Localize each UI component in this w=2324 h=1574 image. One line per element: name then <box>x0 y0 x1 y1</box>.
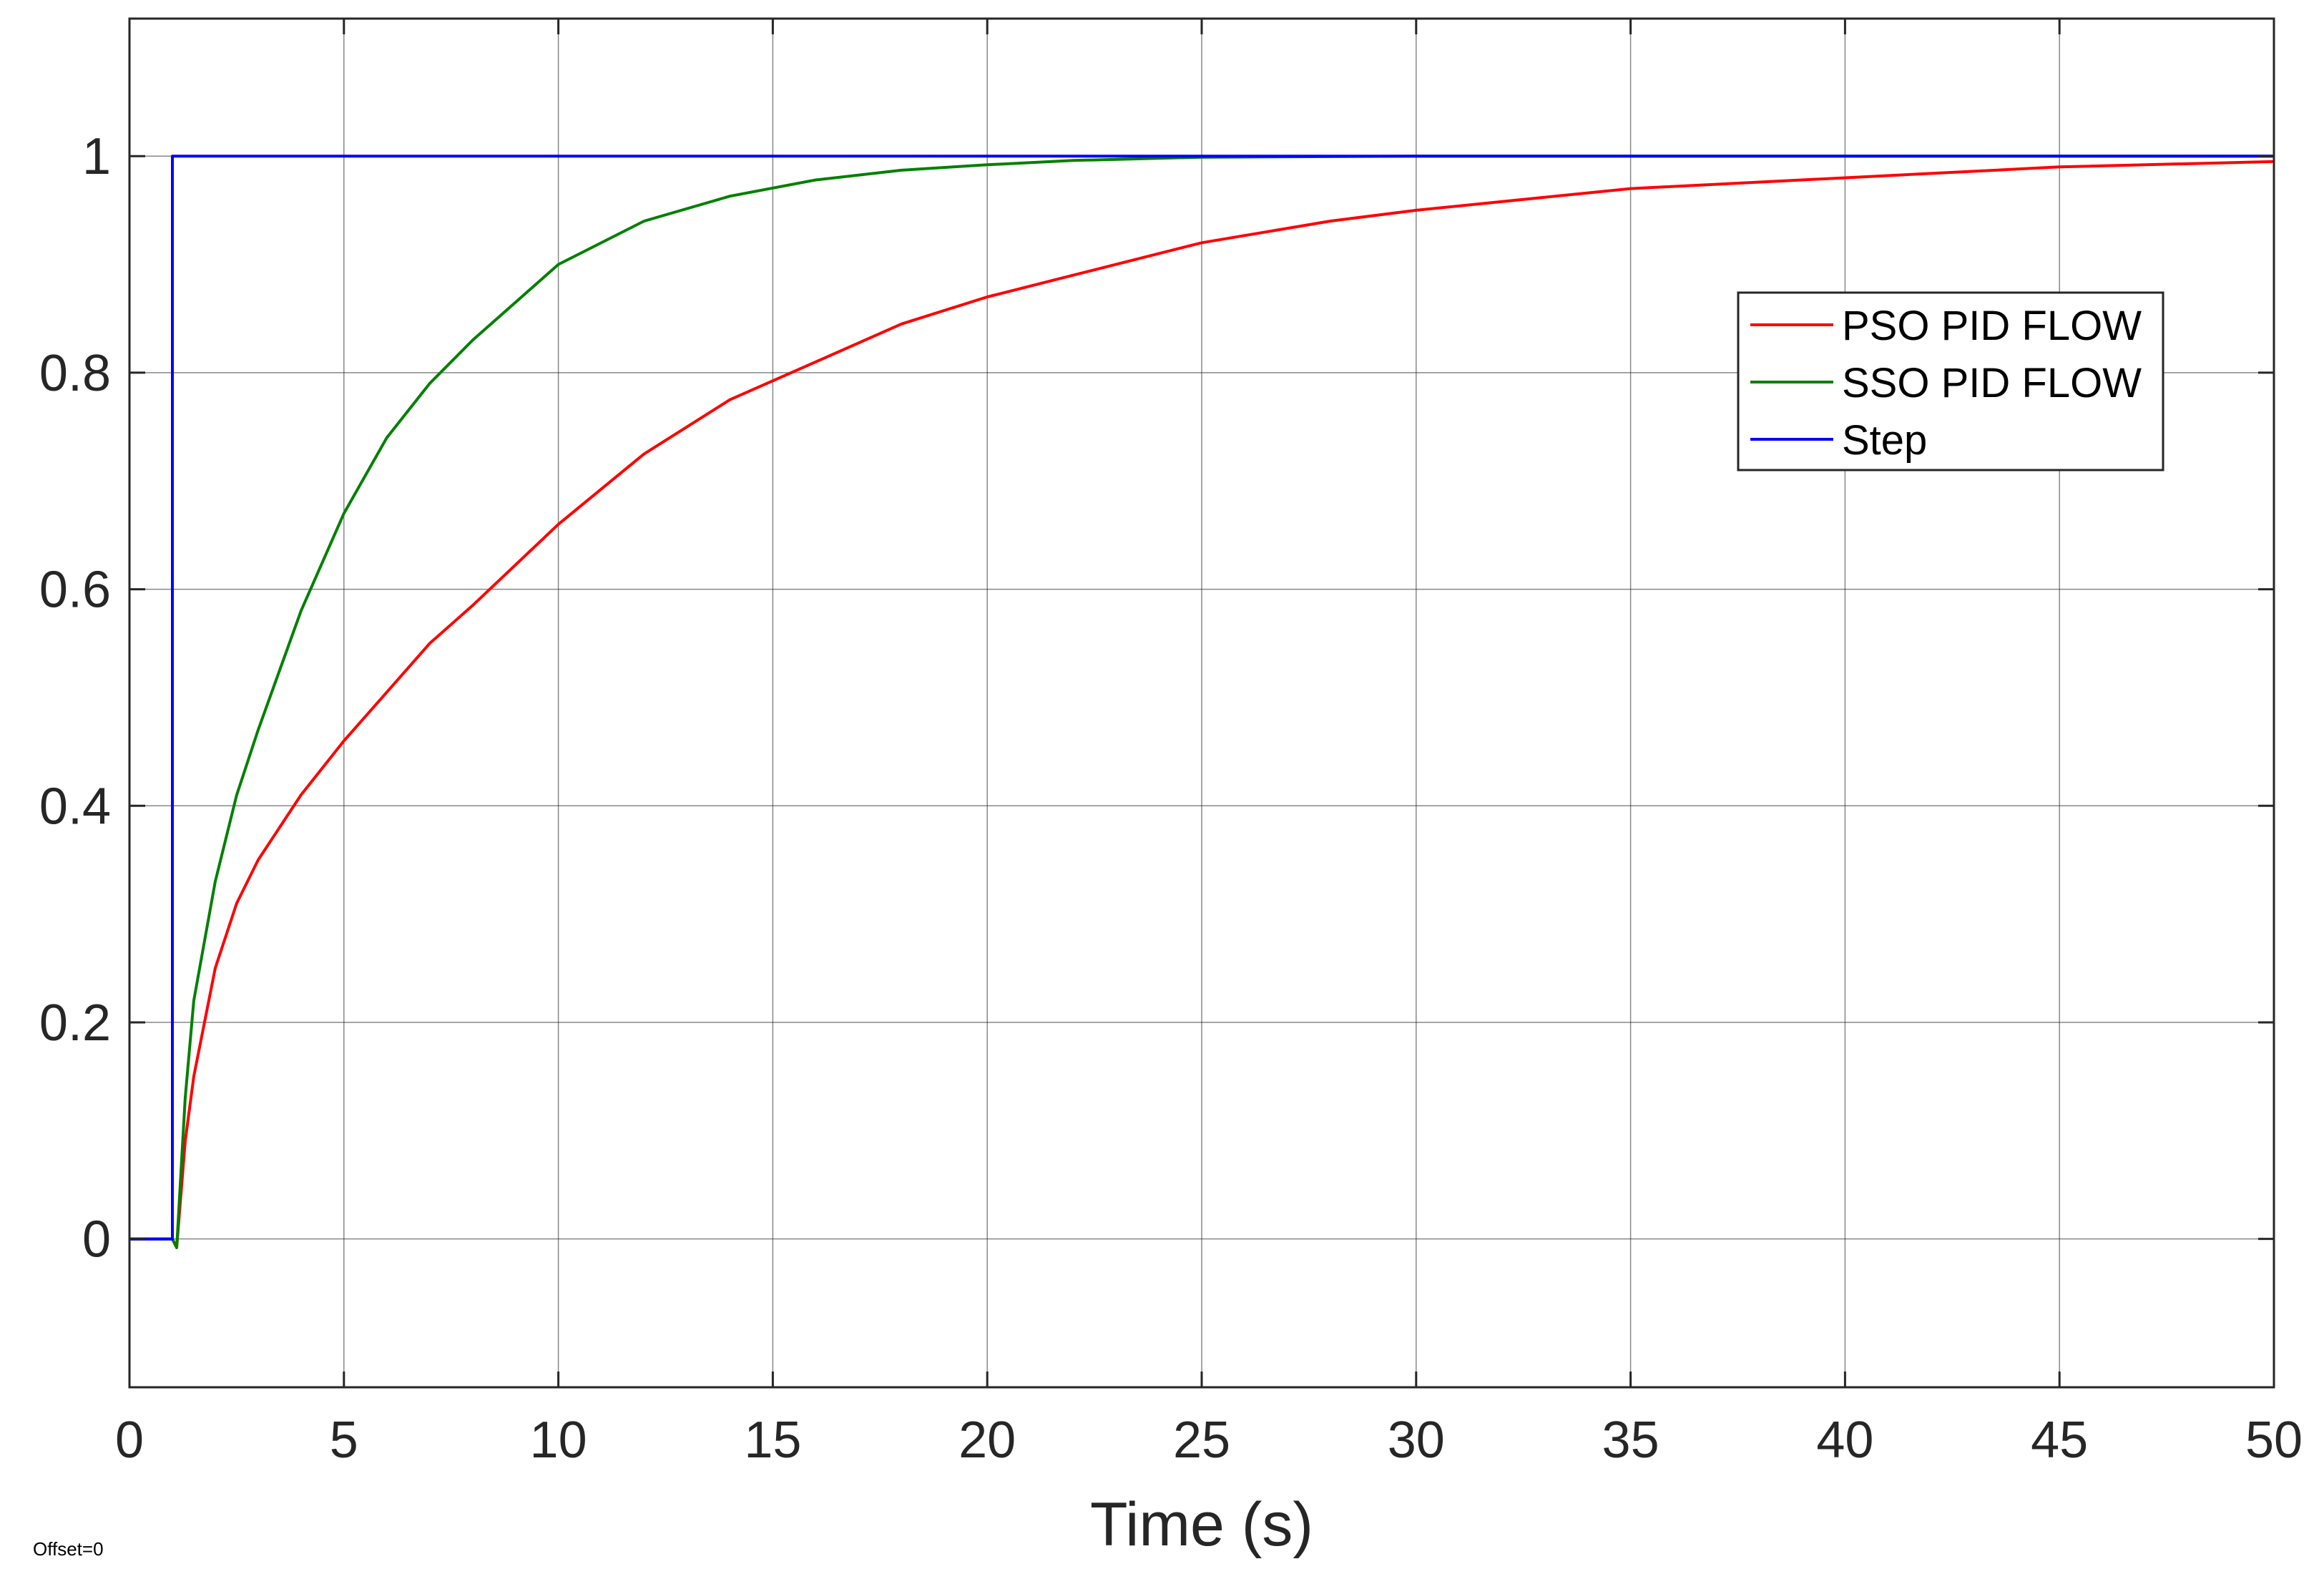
x-tick-label: 25 <box>1173 1412 1230 1469</box>
y-tick-label: 0 <box>82 1211 111 1269</box>
series-group <box>129 155 2275 1249</box>
series-line-pso-pid-flow <box>129 160 2275 1249</box>
x-tick-label: 30 <box>1388 1412 1445 1469</box>
x-tick-label: 50 <box>2245 1412 2303 1469</box>
series-line-step <box>129 155 2274 1241</box>
y-tick-label: 0.4 <box>39 778 111 835</box>
y-tick-label: 0.8 <box>39 345 111 402</box>
x-tick-label: 20 <box>958 1412 1016 1469</box>
footnote: Offset=0 <box>33 1538 104 1560</box>
ticks <box>128 19 2275 1387</box>
legend-label: SSO PID FLOW <box>1842 360 2142 406</box>
x-tick-label: 35 <box>1602 1412 1659 1469</box>
x-tick-label: 10 <box>530 1412 587 1469</box>
x-tick-label: 15 <box>744 1412 801 1469</box>
legend-label: Step <box>1842 417 1927 464</box>
y-tick-label: 0.2 <box>39 994 111 1052</box>
grid <box>129 19 2274 1387</box>
series-line-sso-pid-flow <box>129 155 2274 1249</box>
x-tick-label: 0 <box>115 1412 144 1469</box>
x-axis-label: Time (s) <box>1090 1490 1313 1559</box>
y-tick-label: 0.6 <box>39 562 111 619</box>
tick-labels: 0 5 10 15 20 25 30 35 40 45 50 0 0.2 0.4 0.6 0.8 1 <box>39 128 2303 1469</box>
x-tick-label: 45 <box>2031 1412 2088 1469</box>
legend: PSO PID FLOW SSO PID FLOW Step <box>1737 291 2164 471</box>
y-tick-label: 1 <box>82 128 111 185</box>
x-tick-label: 5 <box>330 1412 358 1469</box>
legend-label: PSO PID FLOW <box>1842 303 2142 349</box>
x-tick-label: 40 <box>1816 1412 1873 1469</box>
